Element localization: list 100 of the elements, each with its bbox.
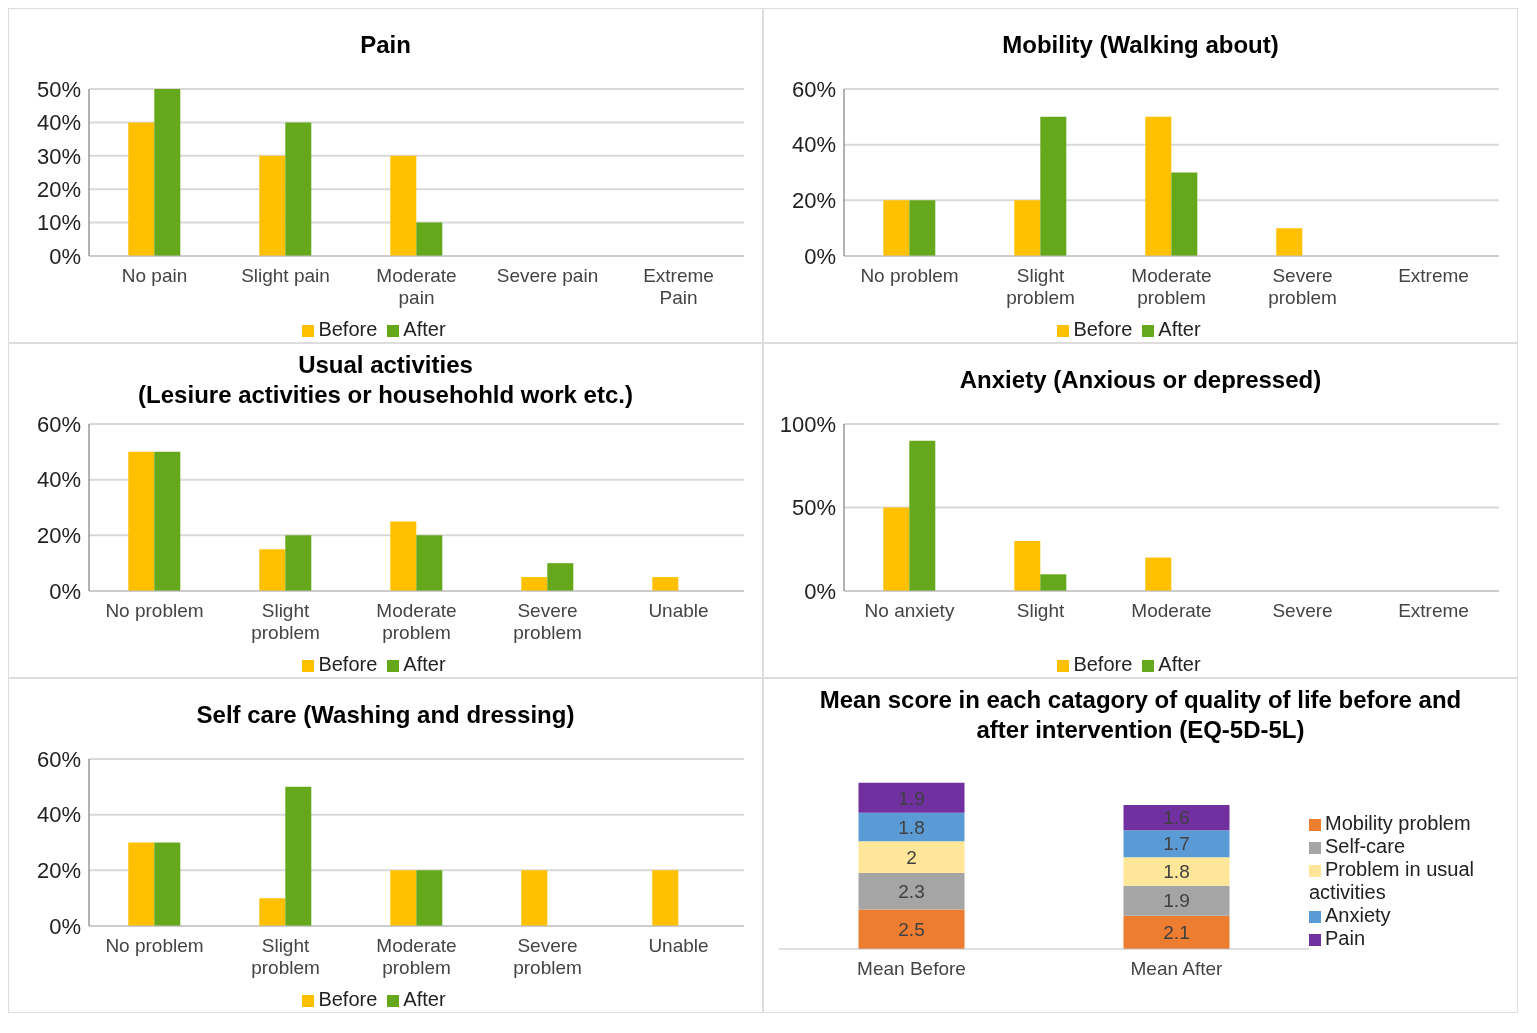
y-tick-label: 0% — [49, 913, 81, 939]
bar — [521, 577, 548, 591]
y-tick-label: 60% — [36, 746, 81, 772]
data-label: 1.8 — [898, 816, 925, 838]
chart-title: Usual activities — [298, 350, 473, 380]
x-tick-label: Extreme Pain — [643, 265, 714, 308]
x-tick-label: Severe — [1272, 600, 1333, 621]
bar — [416, 870, 443, 926]
bar — [1014, 200, 1041, 256]
bar — [154, 842, 181, 926]
x-tick-label: Extreme — [1398, 600, 1469, 621]
chart-subtitle: (Lesiure activities or househohld work etc.) — [138, 380, 633, 410]
bar — [1123, 915, 1230, 949]
x-tick-label: Slight problem — [1006, 265, 1075, 308]
data-label: 2 — [906, 846, 917, 868]
legend-label: Before — [1073, 653, 1133, 675]
legend-label: Problem in usual activities — [1309, 858, 1474, 903]
bar — [909, 200, 936, 256]
y-tick-label: 0% — [804, 578, 836, 604]
legend-label: Before — [318, 318, 378, 340]
bar — [259, 155, 286, 256]
bar — [1145, 557, 1172, 591]
bar — [259, 898, 286, 926]
y-tick-label: 40% — [36, 802, 81, 828]
bar — [259, 549, 286, 591]
x-tick-label: Unable — [648, 935, 709, 956]
bar — [1276, 228, 1303, 256]
x-tick-label: Mean After — [1130, 958, 1224, 979]
bar — [1014, 540, 1041, 591]
x-tick-label: Severe pain — [496, 265, 599, 286]
chart-title: Anxiety (Anxious or depressed) — [959, 365, 1322, 395]
x-tick-label: Extreme — [1398, 265, 1469, 286]
bar — [521, 870, 548, 926]
bar — [858, 812, 965, 842]
data-label: 1.9 — [1163, 890, 1190, 912]
bar — [285, 786, 312, 926]
bar — [416, 222, 443, 256]
y-tick-label: 20% — [36, 858, 81, 884]
y-tick-label: 100% — [779, 411, 836, 437]
data-label: 1.9 — [898, 787, 925, 809]
y-tick-label: 50% — [791, 495, 836, 521]
y-tick-label: 40% — [36, 110, 81, 136]
bar — [285, 535, 312, 591]
x-tick-label: Moderate problem — [376, 935, 457, 978]
data-label: 1.6 — [1163, 807, 1190, 829]
bar — [390, 870, 417, 926]
bar — [1040, 574, 1067, 591]
data-label: 2.3 — [898, 880, 925, 902]
bar — [154, 451, 181, 591]
y-tick-label: 0% — [49, 243, 81, 269]
data-label: 2.1 — [1163, 922, 1190, 944]
x-tick-label: No problem — [105, 935, 204, 956]
legend-label: Anxiety — [1325, 904, 1391, 926]
chart-title: Pain — [360, 30, 411, 60]
bar — [1123, 830, 1230, 858]
x-tick-label: Severe problem — [513, 935, 582, 978]
legend-label: Before — [318, 988, 378, 1010]
x-tick-label: Severe problem — [513, 600, 582, 643]
x-tick-label: Slight problem — [251, 600, 320, 643]
bar — [1040, 116, 1067, 256]
legend-label: After — [403, 653, 446, 675]
x-tick-label: Moderate problem — [1131, 265, 1212, 308]
y-tick-label: 40% — [36, 467, 81, 493]
x-tick-label: Slight — [1016, 600, 1065, 621]
legend-label: After — [403, 318, 446, 340]
bar — [1171, 172, 1198, 256]
bar — [390, 155, 417, 256]
legend-label: After — [1158, 653, 1201, 675]
legend-label: After — [1158, 318, 1201, 340]
x-tick-label: Moderate problem — [376, 600, 457, 643]
bar — [128, 842, 155, 926]
y-tick-label: 0% — [49, 578, 81, 604]
bar — [909, 440, 936, 591]
bar — [1123, 857, 1230, 886]
x-tick-label: Severe problem — [1268, 265, 1337, 308]
bar — [858, 782, 965, 813]
data-label: 1.7 — [1163, 833, 1190, 855]
x-tick-label: Moderate — [1131, 600, 1212, 621]
bar — [883, 200, 910, 256]
legend-label: Pain — [1325, 927, 1366, 949]
y-tick-label: 0% — [804, 243, 836, 269]
bar — [547, 563, 574, 591]
y-tick-label: 60% — [791, 76, 836, 102]
y-tick-label: 10% — [36, 210, 81, 236]
x-tick-label: Mean Before — [857, 958, 966, 979]
bar — [154, 89, 181, 256]
x-tick-label: No anxiety — [864, 600, 955, 621]
bar — [1123, 885, 1230, 916]
y-tick-label: 20% — [36, 177, 81, 203]
bar — [128, 451, 155, 591]
bar — [1145, 116, 1172, 256]
x-tick-label: Slight problem — [251, 935, 320, 978]
legend-label: Before — [1073, 318, 1133, 340]
bar — [652, 870, 679, 926]
x-tick-label: No problem — [105, 600, 204, 621]
bar — [285, 122, 312, 256]
x-tick-label: Unable — [648, 600, 709, 621]
legend-label: Mobility problem — [1325, 812, 1471, 834]
chart-title: Mean score in each catagory of quality of life before and after intervention (EQ-5D-5L) — [818, 685, 1463, 745]
bar — [128, 122, 155, 256]
